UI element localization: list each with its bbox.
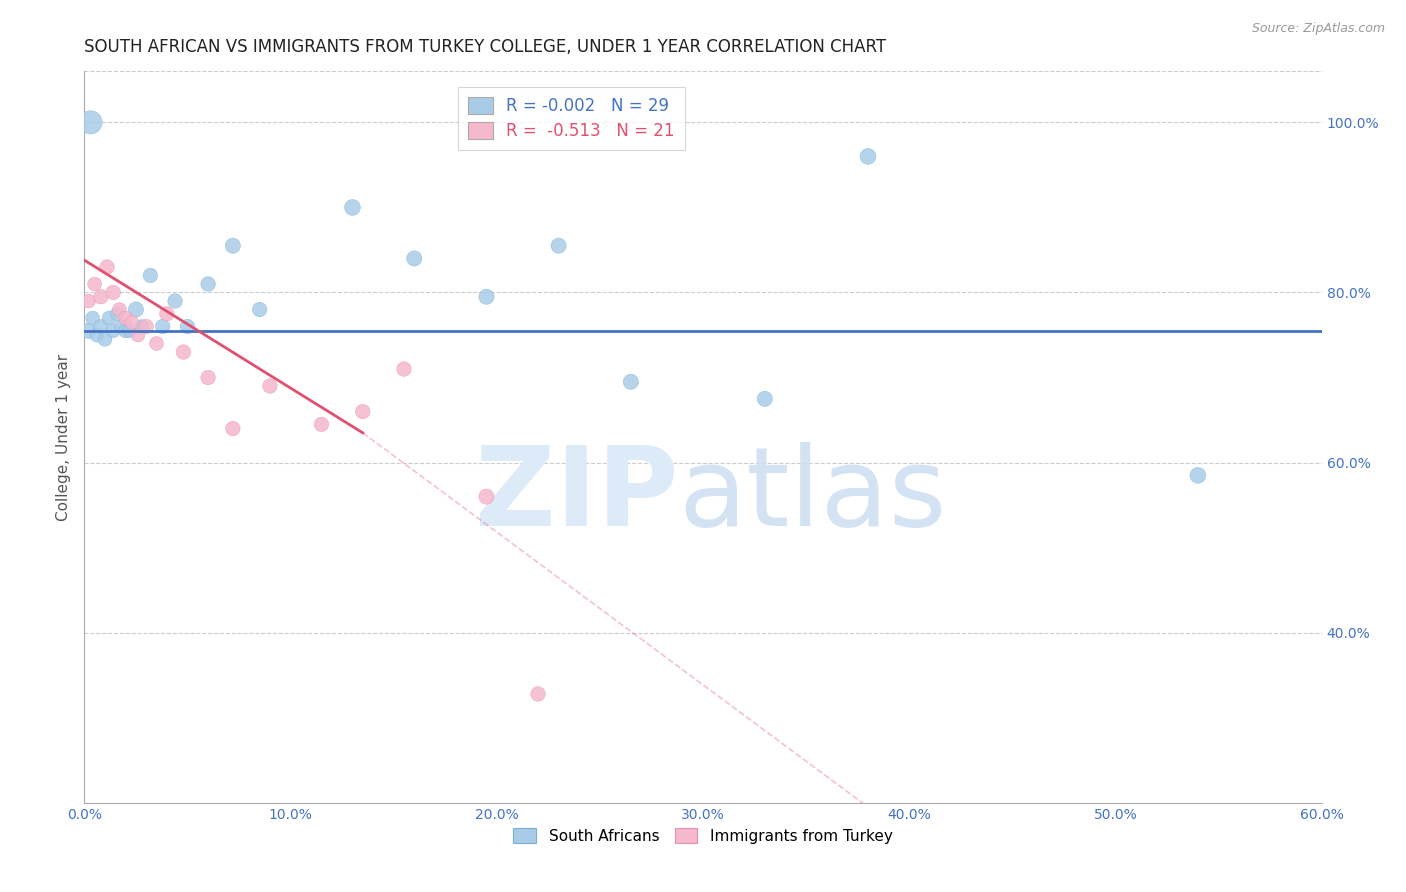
- Point: [139, 268, 162, 283]
- Point: [77, 324, 100, 338]
- Point: [249, 302, 271, 317]
- Point: [754, 392, 776, 406]
- Point: [527, 687, 550, 701]
- Point: [392, 362, 415, 376]
- Point: [77, 293, 100, 308]
- Point: [197, 370, 219, 384]
- Legend: South Africans, Immigrants from Turkey: South Africans, Immigrants from Turkey: [508, 822, 898, 850]
- Point: [82, 311, 104, 326]
- Point: [475, 490, 498, 504]
- Point: [165, 293, 187, 308]
- Point: [90, 290, 112, 304]
- Point: [222, 421, 245, 435]
- Point: [311, 417, 333, 432]
- Text: SOUTH AFRICAN VS IMMIGRANTS FROM TURKEY COLLEGE, UNDER 1 YEAR CORRELATION CHART: SOUTH AFRICAN VS IMMIGRANTS FROM TURKEY …: [84, 38, 887, 56]
- Point: [197, 277, 219, 291]
- Point: [342, 201, 364, 215]
- Point: [135, 319, 157, 334]
- Point: [131, 319, 153, 334]
- Point: [156, 307, 179, 321]
- Point: [105, 307, 128, 321]
- Point: [222, 238, 245, 252]
- Point: [856, 149, 879, 163]
- Point: [83, 277, 105, 291]
- Text: atlas: atlas: [678, 442, 946, 549]
- Point: [114, 311, 136, 326]
- Text: Source: ZipAtlas.com: Source: ZipAtlas.com: [1251, 22, 1385, 36]
- Point: [96, 260, 118, 274]
- Point: [172, 345, 194, 359]
- Point: [108, 302, 131, 317]
- Y-axis label: College, Under 1 year: College, Under 1 year: [56, 353, 72, 521]
- Point: [79, 115, 101, 129]
- Point: [94, 332, 117, 346]
- Point: [475, 290, 498, 304]
- Point: [90, 319, 112, 334]
- Point: [620, 375, 643, 389]
- Point: [145, 336, 167, 351]
- Point: [127, 328, 149, 343]
- Point: [103, 324, 125, 338]
- Point: [86, 328, 108, 343]
- Point: [114, 324, 136, 338]
- Point: [103, 285, 125, 300]
- Point: [1187, 468, 1209, 483]
- Point: [118, 324, 141, 338]
- Point: [125, 302, 148, 317]
- Point: [121, 315, 143, 329]
- Point: [547, 238, 569, 252]
- Point: [152, 319, 174, 334]
- Point: [176, 319, 198, 334]
- Point: [98, 311, 121, 326]
- Text: ZIP: ZIP: [475, 442, 678, 549]
- Point: [110, 319, 132, 334]
- Point: [352, 404, 374, 418]
- Point: [259, 379, 281, 393]
- Point: [404, 252, 426, 266]
